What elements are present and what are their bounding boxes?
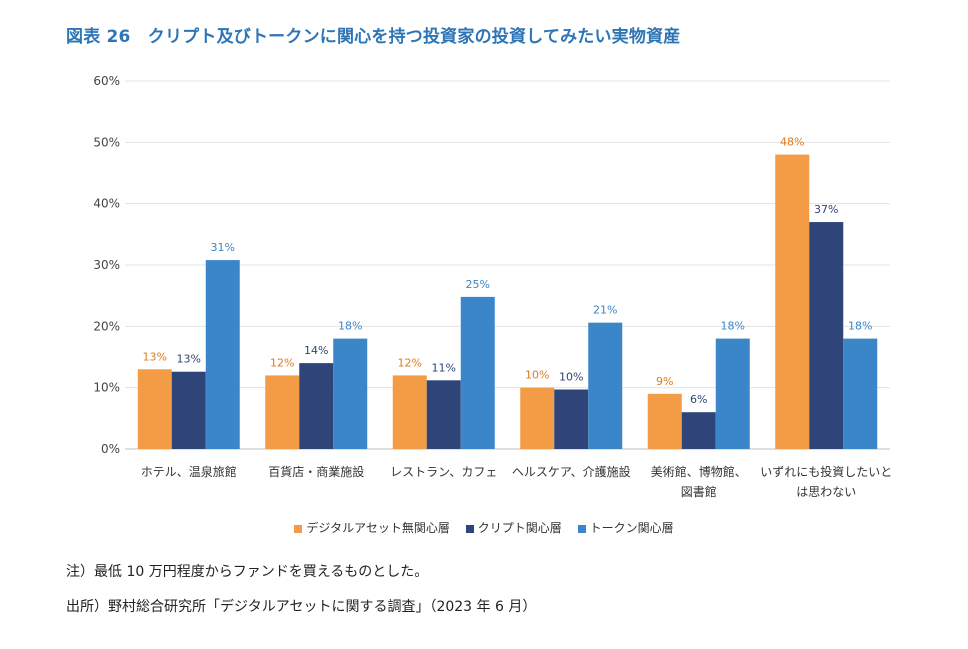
- data-label: 21%: [593, 304, 617, 317]
- bar: [426, 380, 461, 449]
- x-tick-label: 美術館、博物館、: [651, 464, 747, 479]
- bar: [681, 412, 716, 449]
- data-label: 12%: [398, 356, 422, 369]
- data-label: 11%: [432, 361, 456, 374]
- legend-label-2: クリプト関心層: [477, 521, 562, 535]
- data-label: 6%: [690, 393, 707, 406]
- data-label: 18%: [848, 320, 872, 333]
- bar: [205, 260, 240, 449]
- data-label: 12%: [270, 356, 294, 369]
- legend-item-1: デジタルアセット無関心層: [294, 519, 450, 536]
- x-tick-label: いずれにも投資したいと: [760, 464, 892, 479]
- legend-label-3: トークン関心層: [589, 521, 674, 535]
- bar: [715, 338, 750, 449]
- grid-lines: [125, 80, 890, 450]
- footnote: 注）最低 10 万円程度からファンドを買えるものとした。: [66, 564, 429, 580]
- bar: [171, 371, 206, 449]
- chart-title: 図表 26 クリプト及びトークンに関心を持つ投資家の投資してみたい実物資産: [66, 27, 681, 47]
- bar: [588, 322, 623, 449]
- y-axis-ticks: 0% 10% 20% 30% 40% 50% 60%: [93, 74, 120, 456]
- data-label: 18%: [721, 320, 745, 333]
- y-tick-label: 60%: [93, 74, 120, 88]
- legend-label-1: デジタルアセット無関心層: [306, 521, 450, 535]
- data-label: 31%: [211, 241, 235, 254]
- data-label: 48%: [780, 136, 804, 149]
- legend-item-2: クリプト関心層: [465, 519, 562, 536]
- y-tick-label: 30%: [93, 258, 120, 272]
- data-label: 18%: [338, 320, 362, 333]
- y-tick-label: 50%: [93, 135, 120, 149]
- x-tick-label: は思わない: [796, 485, 856, 499]
- bar: [843, 338, 878, 449]
- data-labels: 13% 13% 31% 12% 14% 18% 12% 11% 25% 10% 10% 21% 9% 6%…: [143, 136, 873, 407]
- data-label: 25%: [466, 278, 490, 291]
- data-label: 10%: [525, 369, 549, 382]
- x-axis-ticks: ホテル、温泉旅館 百貨店・商業施設 レストラン、カフェ ヘルスケア、介護施設 美術館、博…: [141, 464, 893, 499]
- bar: [460, 296, 495, 449]
- bar: [299, 363, 334, 449]
- bar: [554, 389, 589, 449]
- data-label: 13%: [143, 350, 167, 363]
- legend-swatch-3: [577, 524, 586, 533]
- bar: [333, 338, 368, 449]
- data-label: 13%: [177, 353, 201, 366]
- x-tick-label: ホテル、温泉旅館: [141, 464, 237, 479]
- x-tick-label: レストラン、カフェ: [390, 465, 497, 479]
- bar: [520, 387, 555, 449]
- legend-swatch-1: [294, 524, 303, 533]
- data-label: 9%: [656, 375, 673, 388]
- y-tick-label: 20%: [93, 319, 120, 333]
- legend-swatch-2: [465, 524, 474, 533]
- data-label: 37%: [814, 203, 838, 216]
- x-tick-label: ヘルスケア、介護施設: [512, 464, 631, 479]
- x-tick-label: 百貨店・商業施設: [268, 464, 364, 479]
- data-label: 14%: [304, 344, 328, 357]
- y-tick-label: 40%: [93, 197, 120, 211]
- legend: デジタルアセット無関心層 クリプト関心層 トークン関心層: [0, 519, 968, 536]
- bar: [775, 154, 810, 449]
- source-note: 出所）野村総合研究所「デジタルアセットに関する調査」（2023 年 6 月）: [66, 599, 537, 615]
- y-tick-label: 10%: [93, 381, 120, 395]
- bar: [265, 375, 300, 449]
- x-tick-label: 図書館: [681, 484, 717, 499]
- data-label: 10%: [559, 371, 583, 384]
- bar: [647, 393, 682, 449]
- legend-item-3: トークン関心層: [577, 519, 674, 536]
- bar-chart: 0%10%20%30%40%50%60% 13% 13%31%12%14%18%1…: [93, 74, 893, 499]
- bar: [392, 375, 427, 449]
- y-tick-label: 0%: [101, 442, 120, 456]
- bars: [137, 154, 878, 449]
- bar: [809, 222, 844, 449]
- bar: [137, 369, 172, 449]
